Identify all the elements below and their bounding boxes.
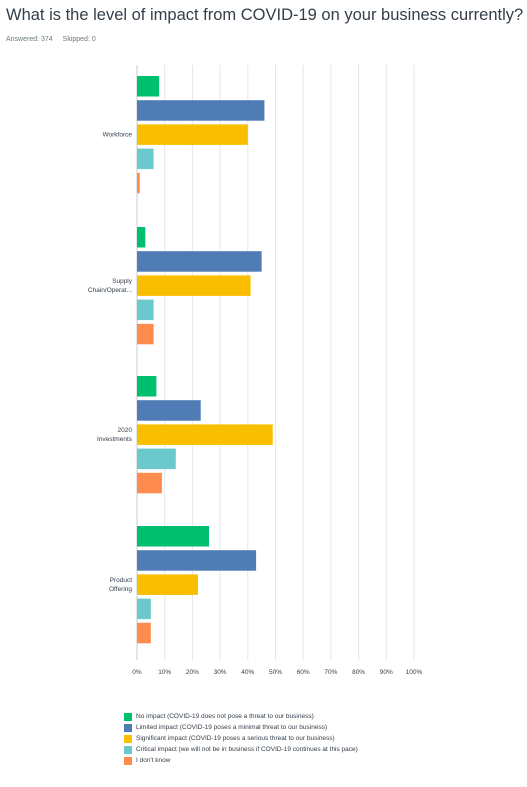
legend-item: No impact (COVID-19 does not pose a thre… xyxy=(124,711,358,722)
question-title: What is the level of impact from COVID-1… xyxy=(6,6,524,24)
bar xyxy=(137,526,210,547)
x-tick-label: 80% xyxy=(352,669,365,676)
category-label: Supply Chain/Operat... xyxy=(88,278,133,294)
legend-swatch xyxy=(124,712,132,721)
bar xyxy=(137,448,176,470)
x-tick-label: 10% xyxy=(158,669,171,676)
x-tick-label: 20% xyxy=(186,669,199,676)
legend-swatch xyxy=(124,745,132,754)
grid-lines xyxy=(136,65,415,660)
x-tick-label: 60% xyxy=(297,669,310,676)
bar xyxy=(137,376,157,397)
legend-label: Significant impact (COVID-19 poses a ser… xyxy=(136,735,335,742)
bar xyxy=(137,400,201,421)
legend-label: I don't know xyxy=(136,757,171,764)
bar xyxy=(137,550,257,571)
bar xyxy=(137,574,198,595)
bar xyxy=(137,622,151,644)
legend-item: I don't know xyxy=(124,755,358,766)
bar xyxy=(137,251,262,272)
bar xyxy=(137,598,151,620)
legend-label: Limited impact (COVID-19 poses a minimal… xyxy=(136,724,328,731)
legend-item: Significant impact (COVID-19 poses a ser… xyxy=(124,733,358,744)
legend-swatch xyxy=(124,734,132,743)
bar-chart: Workforce Supply Chain/Operat... 2020 Invest… xyxy=(88,65,423,676)
bar xyxy=(137,124,248,145)
legend-label: No impact (COVID-19 does not pose a thre… xyxy=(136,713,314,720)
x-axis-tick-labels: 0% 10% 20% 30% 40% 50% 60% 70% 80% 90% 100% xyxy=(132,669,422,676)
bar xyxy=(137,172,140,194)
bar xyxy=(137,323,154,345)
legend-item: Critical impact (we will not be in busin… xyxy=(124,744,358,755)
x-tick-label: 0% xyxy=(132,669,142,676)
answered-count: Answered: 374 xyxy=(6,36,53,43)
x-tick-label: 40% xyxy=(241,669,254,676)
x-tick-label: 90% xyxy=(380,669,393,676)
legend-swatch xyxy=(124,756,132,765)
category-label: 2020 Investments xyxy=(97,427,133,443)
category-labels: Workforce Supply Chain/Operat... 2020 Invest… xyxy=(88,132,133,594)
bar xyxy=(137,299,154,321)
bar xyxy=(137,472,162,494)
response-counts: Answered: 374 Skipped: 0 xyxy=(6,36,104,43)
bar xyxy=(137,76,160,97)
x-tick-label: 70% xyxy=(324,669,337,676)
legend-swatch xyxy=(124,723,132,732)
x-tick-label: 100% xyxy=(406,669,423,676)
x-tick-label: 30% xyxy=(214,669,227,676)
legend-label: Critical impact (we will not be in busin… xyxy=(136,746,358,753)
bar xyxy=(137,148,154,170)
skipped-count: Skipped: 0 xyxy=(62,36,96,43)
bar xyxy=(137,227,146,248)
legend-item: Limited impact (COVID-19 poses a minimal… xyxy=(124,722,358,733)
x-tick-label: 50% xyxy=(269,669,282,676)
legend: No impact (COVID-19 does not pose a thre… xyxy=(124,711,358,766)
category-label: Workforce xyxy=(103,132,133,139)
bar xyxy=(137,100,265,121)
bars xyxy=(137,76,273,644)
category-label: Product Offering xyxy=(109,577,132,593)
bar xyxy=(137,275,251,296)
bar xyxy=(137,424,273,445)
